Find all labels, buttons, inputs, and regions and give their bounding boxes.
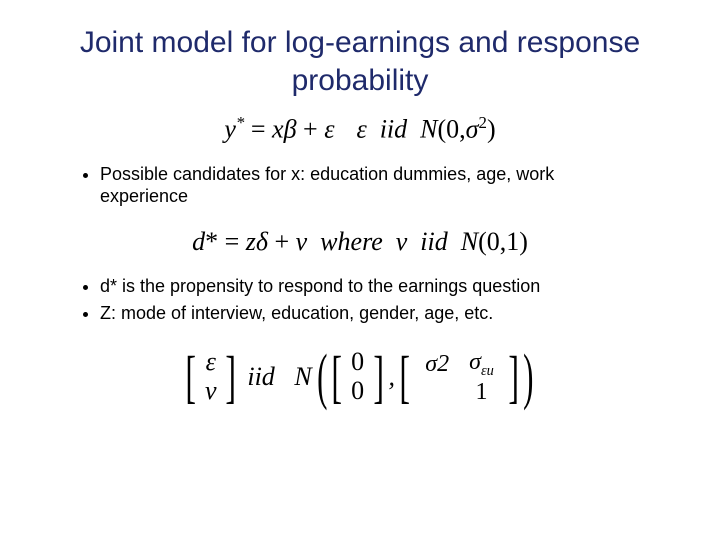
N-text: N xyxy=(294,362,311,391)
iid-text: iid xyxy=(247,362,274,391)
slide: Joint model for log-earnings and respons… xyxy=(0,0,720,540)
right-paren-icon: ) xyxy=(523,346,533,408)
bullet-item: d* is the propensity to respond to the e… xyxy=(100,275,640,298)
joint-distribution: [ ε ν ] iid N ( [ 0 0 ] , [ σ2 σεu 1 xyxy=(40,346,680,408)
equation-y: y* = xβ + εε iid N(0,σ2) xyxy=(40,113,680,145)
bullet-list-2: d* is the propensity to respond to the e… xyxy=(40,275,680,324)
right-bracket-icon: ] xyxy=(373,348,384,406)
bullet-item: Z: mode of interview, education, gender,… xyxy=(100,302,640,325)
left-bracket-icon: [ xyxy=(332,348,343,406)
bullet-list-1: Possible candidates for x: education dum… xyxy=(40,163,680,208)
left-bracket-icon: [ xyxy=(186,348,197,406)
bullet-item: Possible candidates for x: education dum… xyxy=(100,163,640,208)
left-bracket-icon: [ xyxy=(400,348,411,406)
covariance-matrix: σ2 σεu 1 xyxy=(415,349,504,406)
left-paren-icon: ( xyxy=(317,346,327,408)
slide-title: Joint model for log-earnings and respons… xyxy=(40,24,680,99)
mean-vector: 0 0 xyxy=(347,348,368,405)
right-bracket-icon: ] xyxy=(225,348,236,406)
right-bracket-icon: ] xyxy=(509,348,520,406)
comma: , xyxy=(388,362,395,391)
error-vector: ε ν xyxy=(201,348,221,405)
equation-d: d* = zδ + ν where ν iid N(0,1) xyxy=(40,226,680,257)
